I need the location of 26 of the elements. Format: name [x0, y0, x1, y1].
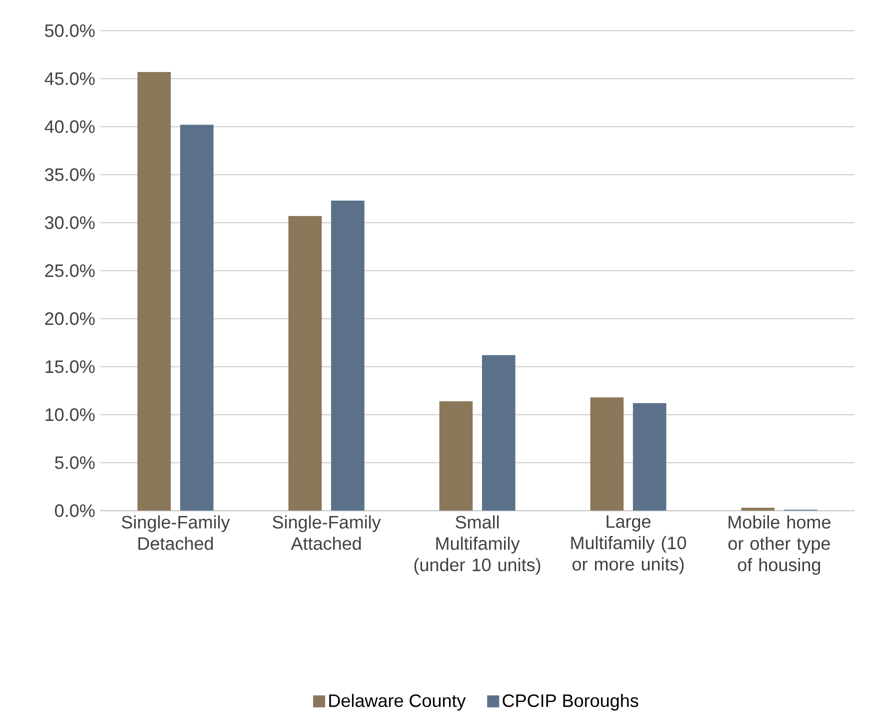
bar [288, 216, 322, 511]
x-tick-label: Single-Family Attached [272, 515, 381, 550]
y-tick-label: 35.0% [44, 168, 95, 182]
bar [180, 124, 214, 511]
x-tick-label: Small Multifamily (under 10 units) [414, 515, 540, 575]
y-tick-label: 15.0% [46, 360, 95, 374]
y-tick-label: 45.0% [44, 72, 95, 86]
legend-label: CPCIP Boroughs [502, 694, 638, 711]
x-tick-label: Large Multifamily (10 or more units) [571, 515, 686, 574]
legend-label: Delaware County [329, 694, 466, 711]
y-tick-label: 20.0% [45, 312, 95, 326]
y-tick-label: 40.0% [44, 120, 95, 134]
bar [632, 403, 666, 511]
bar [590, 397, 624, 511]
y-tick-label: 25.0% [45, 264, 95, 278]
y-tick-label: 30.0% [44, 216, 95, 230]
x-tick-label: Mobile home or other type of housing [728, 515, 830, 575]
bar [137, 72, 171, 511]
bar [482, 355, 516, 511]
y-tick-label: 10.0% [46, 408, 95, 422]
y-tick-label: 0.0% [54, 504, 95, 518]
x-tick-label: Single-Family Detached [122, 515, 230, 550]
bar [439, 401, 473, 511]
y-tick-label: 50.0% [45, 24, 95, 38]
bar [331, 200, 364, 511]
y-tick-label: 5.0% [55, 456, 95, 470]
